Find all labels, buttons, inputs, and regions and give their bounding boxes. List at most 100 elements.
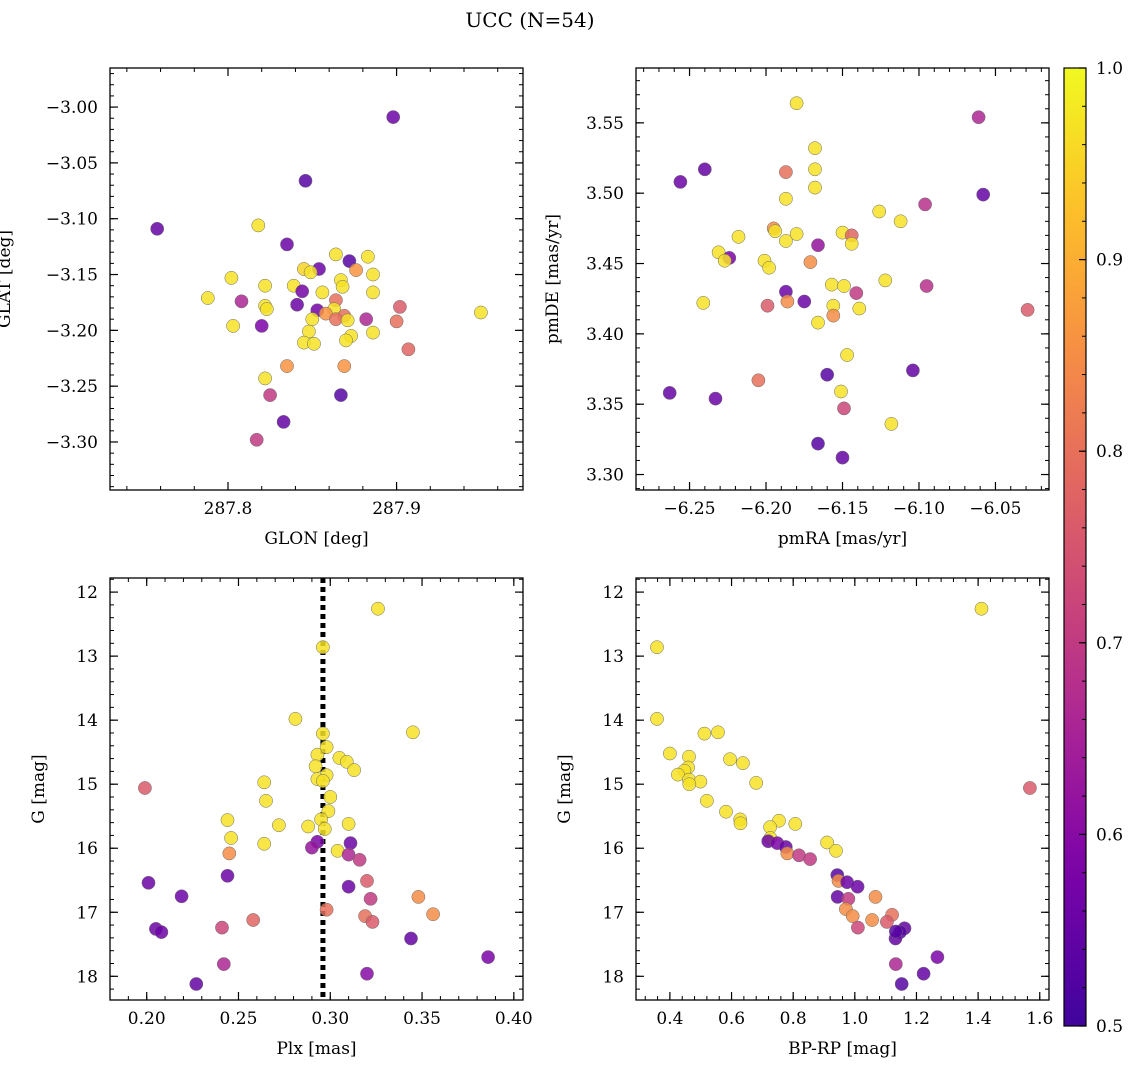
scatter-point [352,852,367,867]
scatter-point [174,889,189,904]
panel-bprp-gmag: 0.4 0.6 0.8 1.0 1.2 1.4 1.6 12 13 14 15 16 17 18 BP-RP… [555,577,1053,1059]
scatter-point [426,907,440,922]
y-tick-label: 15 [602,775,624,795]
scatter-point [329,247,343,262]
y-axis-label: pmDE [mas/yr] [543,214,563,344]
y-tick-label: −3.15 [46,266,98,286]
colorbar: 0.5 0.6 0.7 0.8 0.9 1.0 [1063,59,1123,1037]
scatter-point [366,325,380,340]
y-tick-label: 3.40 [586,325,624,345]
scatter-point [319,902,334,917]
scatter-point [733,816,748,831]
scatter-point [366,267,380,282]
y-tick-label: 12 [602,583,624,603]
scatter-point [288,712,303,726]
scatter-point [835,450,850,465]
x-tick-label: 0.8 [780,1009,807,1029]
scatter-point [845,909,860,923]
y-tick-label: −3.25 [46,377,98,397]
scatter-point [976,187,991,202]
colorbar-tick-label: 0.8 [1096,442,1123,462]
scatter-point [808,141,822,156]
y-tick-label: 3.30 [586,466,624,486]
scatter-point [971,110,986,125]
y-tick-label: −3.20 [46,321,98,341]
scatter-point [222,846,237,861]
y-tick-label: 3.50 [586,184,624,204]
scatter-point [974,601,989,616]
scatter-point [768,224,783,239]
scatter-point [401,342,416,357]
scatter-point [760,298,775,313]
scatter-point [254,319,269,333]
scatter-point [779,165,793,179]
scatter-point [257,775,272,790]
scatter-point [319,740,334,754]
scatter-point [878,273,893,288]
x-axis-label: pmRA [mas/yr] [778,529,907,549]
scatter-point [893,214,908,229]
scatter-point [811,315,825,330]
scatter-point [340,313,355,328]
scatter-point [834,384,848,399]
scatter-point [826,308,841,323]
scatter-point [249,432,264,447]
scatter-point [697,726,712,741]
x-tick-label: −6.05 [969,499,1021,519]
scatter-point [317,822,332,836]
x-axis-label: GLON [deg] [264,529,368,549]
scatter-point [894,977,909,991]
scatter-point [723,752,737,767]
colorbar-tick-label: 0.6 [1096,825,1123,845]
scatter-point [365,915,380,929]
scatter-point [363,891,378,906]
scatter-point [762,260,776,275]
scatter-point [840,348,854,362]
scatter-point [717,253,732,268]
scatter-point [280,359,294,373]
x-tick-label: 287.9 [372,499,421,519]
scatter-point [919,279,934,293]
scatter-point [481,950,495,964]
scatter-point [849,286,864,300]
scatter-point [844,236,859,251]
y-tick-label: 17 [602,903,624,923]
y-tick-label: 14 [602,711,624,731]
scatter-point [851,920,865,935]
scatter-point [347,763,361,777]
scatter-point [290,297,304,312]
scatter-point [404,931,418,946]
scatter-point [788,817,803,831]
axes-frame [109,67,524,491]
scatter-point [343,836,358,850]
scatter-point [371,601,385,616]
scatter-point [820,835,834,850]
scatter-point [246,913,261,927]
scatter-point [224,271,239,285]
scatter-point [811,238,825,253]
suptitle: UCC (N=54) [465,8,594,32]
scatter-point [930,950,945,964]
scatter-point [906,363,920,378]
scatter-point [272,818,286,833]
y-tick-label: 15 [76,775,98,795]
scatter-point [334,388,348,402]
axes-frame [635,577,1050,1001]
scatter-point [141,875,156,890]
x-tick-label: 0.30 [311,1009,349,1029]
y-axis-label: GLAT [deg] [0,230,15,328]
scatter-point [650,712,664,726]
scatter-point [789,227,804,241]
colorbar-tick-label: 0.7 [1096,634,1123,654]
scatter-point [138,781,152,795]
scatter-point [349,263,363,277]
scatter-point [682,777,697,792]
y-axis-label: G [mag] [555,754,575,823]
scatter-point [868,890,883,904]
colorbar-gradient [1063,67,1087,1027]
scatter-point [386,110,401,124]
scatter-point [360,874,374,888]
ticks: 287.8 287.9 −3.00 −3.05 −3.10 −3.15 −3.20 −3.25… [46,68,523,519]
x-axis-label: BP-RP [mag] [788,1039,897,1059]
scatter-point [360,966,374,981]
